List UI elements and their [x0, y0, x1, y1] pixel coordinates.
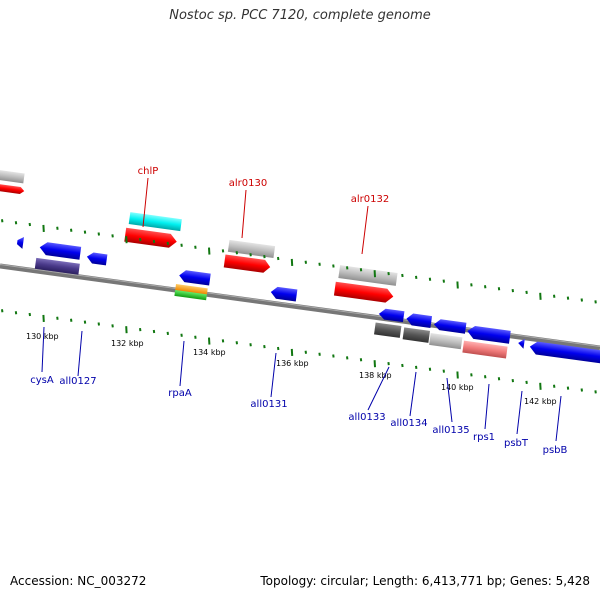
scale-label-130: 130 kbp: [26, 332, 59, 341]
reverse-genes: [16, 236, 600, 366]
gene-psbT[interactable]: [518, 338, 525, 349]
gene-psbB[interactable]: [529, 341, 600, 366]
label-chlP[interactable]: chlP: [138, 166, 159, 177]
label-all0134[interactable]: all0134: [390, 418, 427, 429]
label-alr0130[interactable]: alr0130: [229, 178, 267, 189]
gene-rps1[interactable]: [466, 325, 511, 344]
gene-rpaA-orange[interactable]: [175, 284, 208, 295]
gene-all0135[interactable]: [433, 318, 467, 334]
inner-tick-track: [1, 309, 597, 394]
gene-forward-edge[interactable]: [0, 183, 25, 194]
map-title: Nostoc sp. PCC 7120, complete genome: [169, 8, 431, 23]
scale-label-140: 140 kbp: [441, 383, 474, 392]
gene-all0135-gray[interactable]: [429, 333, 463, 350]
label-alr0132[interactable]: alr0132: [351, 194, 389, 205]
label-all0131[interactable]: all0131: [250, 399, 287, 410]
label-all0133[interactable]: all0133: [348, 412, 385, 423]
reverse-gene-labels: cysA all0127 rpaA all0131 all0133 all013…: [30, 375, 567, 456]
scale-label-136: 136 kbp: [276, 359, 309, 368]
gene-all0127[interactable]: [86, 252, 108, 266]
scale-label-132: 132 kbp: [111, 339, 144, 348]
gene-all0134-dark[interactable]: [402, 327, 431, 343]
scale-label-138: 138 kbp: [359, 371, 392, 380]
gene-chlP-cyan[interactable]: [128, 212, 182, 232]
label-all0135[interactable]: all0135: [432, 425, 469, 436]
forward-genes: [0, 169, 398, 304]
label-psbT[interactable]: psbT: [504, 438, 529, 449]
gene-cysA-purple[interactable]: [34, 257, 80, 275]
label-rps1[interactable]: rps1: [473, 432, 495, 443]
gene-alr0132[interactable]: [333, 281, 394, 304]
gene-reverse-edge[interactable]: [16, 236, 25, 249]
genome-stats-text: Topology: circular; Length: 6,413,771 bp…: [260, 574, 590, 588]
gene-rpaA-green[interactable]: [174, 289, 207, 301]
reverse-label-leaders: [41, 326, 562, 442]
forward-gene-labels: chlP alr0130 alr0132: [138, 166, 390, 205]
gene-all0134[interactable]: [406, 313, 433, 328]
gene-gray-edge[interactable]: [0, 169, 25, 184]
label-cysA[interactable]: cysA: [30, 375, 54, 386]
gene-all0131[interactable]: [270, 286, 298, 302]
scale-label-134: 134 kbp: [193, 348, 226, 357]
scale-labels: 130 kbp 132 kbp 134 kbp 136 kbp 138 kbp …: [26, 332, 557, 406]
gene-rps1-pink[interactable]: [462, 340, 508, 359]
label-all0127[interactable]: all0127: [59, 376, 96, 387]
gene-chlP[interactable]: [124, 227, 177, 249]
scale-label-142: 142 kbp: [524, 397, 557, 406]
forward-label-leaders: [142, 177, 369, 255]
label-psbB[interactable]: psbB: [543, 445, 568, 456]
outer-tick-track: [1, 219, 597, 304]
accession-text: Accession: NC_003272: [10, 574, 147, 588]
gene-rpaA[interactable]: [178, 269, 211, 286]
gene-all0133-dark[interactable]: [374, 322, 402, 338]
gene-alr0130[interactable]: [223, 254, 271, 273]
gene-all0133[interactable]: [378, 308, 405, 323]
label-rpaA[interactable]: rpaA: [168, 388, 192, 399]
gene-cysA[interactable]: [39, 241, 82, 260]
gene-alr0130-gray[interactable]: [227, 239, 276, 259]
gene-alr0132-gray[interactable]: [338, 265, 398, 286]
